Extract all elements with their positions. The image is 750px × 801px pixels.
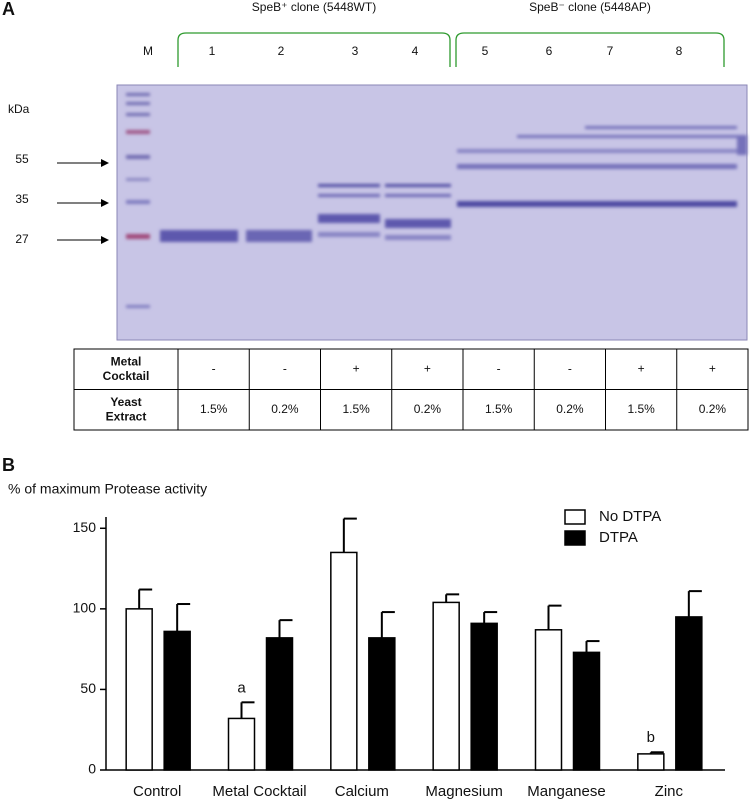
lane-label: M — [143, 44, 153, 58]
marker-label: 35 — [15, 192, 29, 206]
bracket — [455, 32, 725, 67]
table-cell: 0.2% — [556, 402, 584, 416]
panel-label: B — [2, 455, 15, 475]
lane-label: 2 — [278, 44, 285, 58]
gel — [116, 84, 748, 341]
bar-chart: 0 50 100 150 Control Metal Cocktail a Calcium Ma… — [73, 508, 725, 800]
table-cell: - — [212, 361, 216, 375]
table-cell: + — [638, 361, 645, 375]
annotation: a — [237, 679, 246, 696]
bar — [125, 608, 153, 771]
marker-label: 27 — [15, 232, 29, 246]
marker-label: 55 — [15, 152, 29, 166]
table-cell: - — [497, 361, 501, 375]
x-tick-label: Magnesium — [425, 783, 503, 800]
legend-label: No DTPA — [599, 508, 661, 525]
table-cell: + — [424, 361, 431, 375]
lane-label: 3 — [352, 44, 359, 58]
row-header: Yeast Extract — [106, 395, 147, 423]
table-cell: 1.5% — [200, 402, 228, 416]
y-tick-label: 0 — [88, 761, 96, 777]
x-tick-label: Control — [133, 783, 181, 800]
table-cell: 1.5% — [485, 402, 513, 416]
x-tick-label: Metal Cocktail — [212, 783, 306, 800]
annotation: b — [647, 729, 655, 746]
bar — [675, 616, 703, 771]
row-header: Metal Cocktail — [103, 355, 150, 383]
bar — [330, 551, 358, 771]
bar — [265, 637, 294, 771]
lane-label: 8 — [676, 44, 683, 58]
lane-labels: M 1 2 3 4 5 6 7 8 — [143, 44, 683, 58]
table-cell: - — [568, 361, 572, 375]
bar — [227, 717, 256, 771]
table-cell: 1.5% — [342, 402, 370, 416]
table-cell: + — [353, 361, 360, 375]
bar — [432, 601, 460, 771]
group-label: SpeB⁻ clone (5448AP) — [529, 0, 651, 14]
group-label: SpeB⁺ clone (5448WT) — [252, 0, 376, 14]
bracket — [177, 32, 451, 67]
bar — [368, 637, 396, 771]
table-cell: + — [709, 361, 716, 375]
x-tick-label: Manganese — [527, 783, 605, 800]
lane-label: 4 — [412, 44, 419, 58]
table-cell: - — [283, 361, 287, 375]
bar — [572, 651, 601, 771]
legend-label: DTPA — [599, 529, 638, 546]
bar — [637, 753, 665, 771]
table-cell: 0.2% — [414, 402, 442, 416]
table-cell: 0.2% — [271, 402, 299, 416]
table-cell: 1.5% — [627, 402, 655, 416]
legend-swatch — [564, 509, 586, 525]
unit-label: kDa — [8, 102, 30, 116]
y-tick-label: 150 — [73, 519, 97, 535]
y-tick-label: 100 — [73, 600, 97, 616]
lane-label: 1 — [209, 44, 216, 58]
bar — [470, 622, 498, 771]
table-cell: 0.2% — [699, 402, 727, 416]
x-tick-label: Zinc — [655, 783, 684, 800]
panel-label: A — [2, 0, 15, 19]
x-tick-label: Calcium — [335, 783, 389, 800]
lane-label: 5 — [482, 44, 489, 58]
lane-label: 6 — [546, 44, 553, 58]
lane-label: 7 — [607, 44, 614, 58]
y-axis-title: % of maximum Protease activity — [8, 481, 207, 497]
y-tick-label: 50 — [80, 680, 96, 696]
legend-swatch — [564, 530, 586, 546]
bar — [534, 629, 563, 771]
bar — [163, 630, 191, 771]
condition-table: Metal Cocktail - - + + - - + + Yeast Extract 1.5% 0.2… — [73, 348, 749, 431]
